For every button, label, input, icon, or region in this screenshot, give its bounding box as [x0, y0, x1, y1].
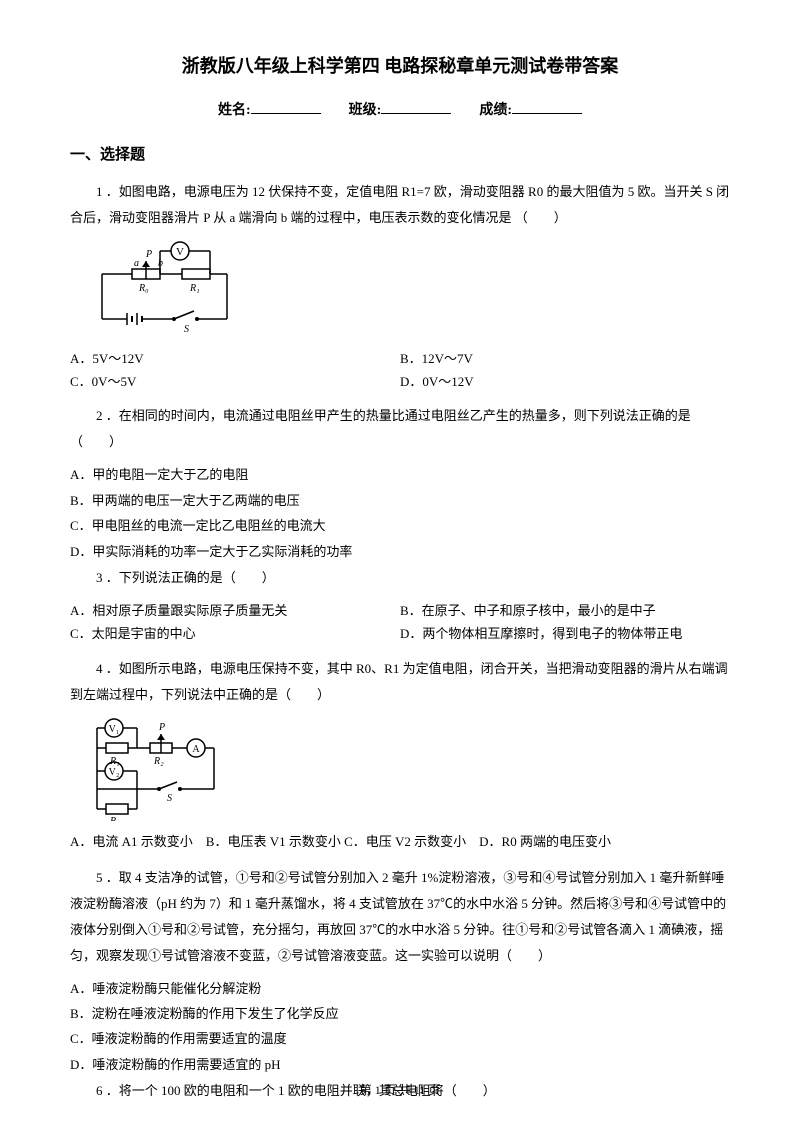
q1-optC: C．0V～5V — [70, 370, 400, 393]
q5-text: 取 4 支洁净的试管，①号和②号试管分别加入 2 毫升 1%淀粉溶液，③号和④号… — [70, 870, 726, 963]
svg-text:R₀: R₀ — [109, 816, 120, 821]
section-1-title: 一、选择题 — [70, 142, 730, 169]
circuit-diagram-1: V a b R₀ P R₁ S — [82, 239, 242, 339]
q1-optD: D．0V～12V — [400, 370, 730, 393]
q2-optD: D．甲实际消耗的功率一定大于乙实际消耗的功率 — [70, 540, 730, 563]
svg-text:R₂: R₂ — [153, 756, 164, 767]
name-blank[interactable] — [251, 100, 321, 114]
info-line: 姓名: 班级: 成绩: — [70, 98, 730, 123]
q5-optC: C．唾液淀粉酶的作用需要适宜的温度 — [70, 1027, 730, 1050]
svg-text:P: P — [145, 249, 152, 260]
q2-options: A．甲的电阻一定大于乙的电阻 B．甲两端的电压一定大于乙两端的电压 C．甲电阻丝… — [70, 463, 730, 563]
svg-text:A: A — [192, 744, 200, 755]
q1-num: 1 ． — [96, 184, 119, 199]
svg-text:P: P — [158, 722, 165, 733]
class-blank[interactable] — [381, 100, 451, 114]
svg-text:V₁: V₁ — [109, 724, 120, 735]
q4-num: 4 ． — [96, 661, 119, 676]
svg-text:S: S — [167, 793, 172, 804]
name-label: 姓名: — [218, 103, 251, 118]
svg-text:V: V — [176, 246, 184, 258]
q1-options: A．5V～12V C．0V～5V B．12V～7V D．0V～12V — [70, 347, 730, 394]
q2-optA: A．甲的电阻一定大于乙的电阻 — [70, 463, 730, 486]
q5-optD: D．唾液淀粉酶的作用需要适宜的 pH — [70, 1053, 730, 1076]
circuit-diagram-2: V₁ R₁ R₂ P A V₂ S R₀ — [82, 716, 227, 821]
q5-optB: B．淀粉在唾液淀粉酶的作用下发生了化学反应 — [70, 1002, 730, 1025]
question-1: 1 ．如图电路，电源电压为 12 伏保持不变，定值电阻 R1=7 欧，滑动变阻器… — [70, 179, 730, 231]
score-blank[interactable] — [512, 100, 582, 114]
svg-text:S: S — [184, 324, 189, 335]
q3-num: 3 ． — [96, 570, 119, 585]
q2-text: 在相同的时间内，电流通过电阻丝甲产生的热量比通过电阻丝乙产生的热量多，则下列说法… — [70, 408, 691, 449]
q3-optA: A．相对原子质量跟实际原子质量无关 — [70, 599, 400, 622]
q3-text: 下列说法正确的是（ ） — [119, 570, 275, 585]
svg-text:R₁: R₁ — [189, 283, 200, 294]
q3-optC: C．太阳是宇宙的中心 — [70, 622, 400, 645]
q2-optB: B．甲两端的电压一定大于乙两端的电压 — [70, 489, 730, 512]
q1-optA: A．5V～12V — [70, 347, 400, 370]
page-title: 浙教版八年级上科学第四 电路探秘章单元测试卷带答案 — [70, 50, 730, 82]
q4-text: 如图所示电路，电源电压保持不变，其中 R0、R1 为定值电阻，闭合开关，当把滑动… — [70, 661, 728, 702]
question-3: 3 ．下列说法正确的是（ ） — [70, 565, 730, 591]
svg-text:R₀: R₀ — [138, 283, 149, 294]
svg-text:V₂: V₂ — [109, 767, 120, 778]
question-4: 4 ．如图所示电路，电源电压保持不变，其中 R0、R1 为定值电阻，闭合开关，当… — [70, 656, 730, 708]
question-5: 5 ．取 4 支洁净的试管，①号和②号试管分别加入 2 毫升 1%淀粉溶液，③号… — [70, 865, 730, 969]
q4-options: A．电流 A1 示数变小 B．电压表 V1 示数变小 C．电压 V2 示数变小 … — [70, 829, 730, 855]
q5-options: A．唾液淀粉酶只能催化分解淀粉 B．淀粉在唾液淀粉酶的作用下发生了化学反应 C．… — [70, 977, 730, 1077]
question-2: 2 ．在相同的时间内，电流通过电阻丝甲产生的热量比通过电阻丝乙产生的热量多，则下… — [70, 403, 730, 455]
q1-optB: B．12V～7V — [400, 347, 730, 370]
q3-options: A．相对原子质量跟实际原子质量无关 C．太阳是宇宙的中心 B．在原子、中子和原子… — [70, 599, 730, 646]
page-footer: 第 1 页 共 11 页 — [0, 1080, 800, 1102]
q2-num: 2 ． — [96, 408, 119, 423]
q2-optC: C．甲电阻丝的电流一定比乙电阻丝的电流大 — [70, 514, 730, 537]
q3-optD: D．两个物体相互摩擦时，得到电子的物体带正电 — [400, 622, 730, 645]
q5-optA: A．唾液淀粉酶只能催化分解淀粉 — [70, 977, 730, 1000]
score-label: 成绩: — [479, 103, 512, 118]
q5-num: 5 ． — [96, 870, 119, 885]
q1-text: 如图电路，电源电压为 12 伏保持不变，定值电阻 R1=7 欧，滑动变阻器 R0… — [70, 184, 729, 225]
svg-text:a: a — [134, 258, 139, 269]
q3-optB: B．在原子、中子和原子核中，最小的是中子 — [400, 599, 730, 622]
class-label: 班级: — [349, 103, 382, 118]
